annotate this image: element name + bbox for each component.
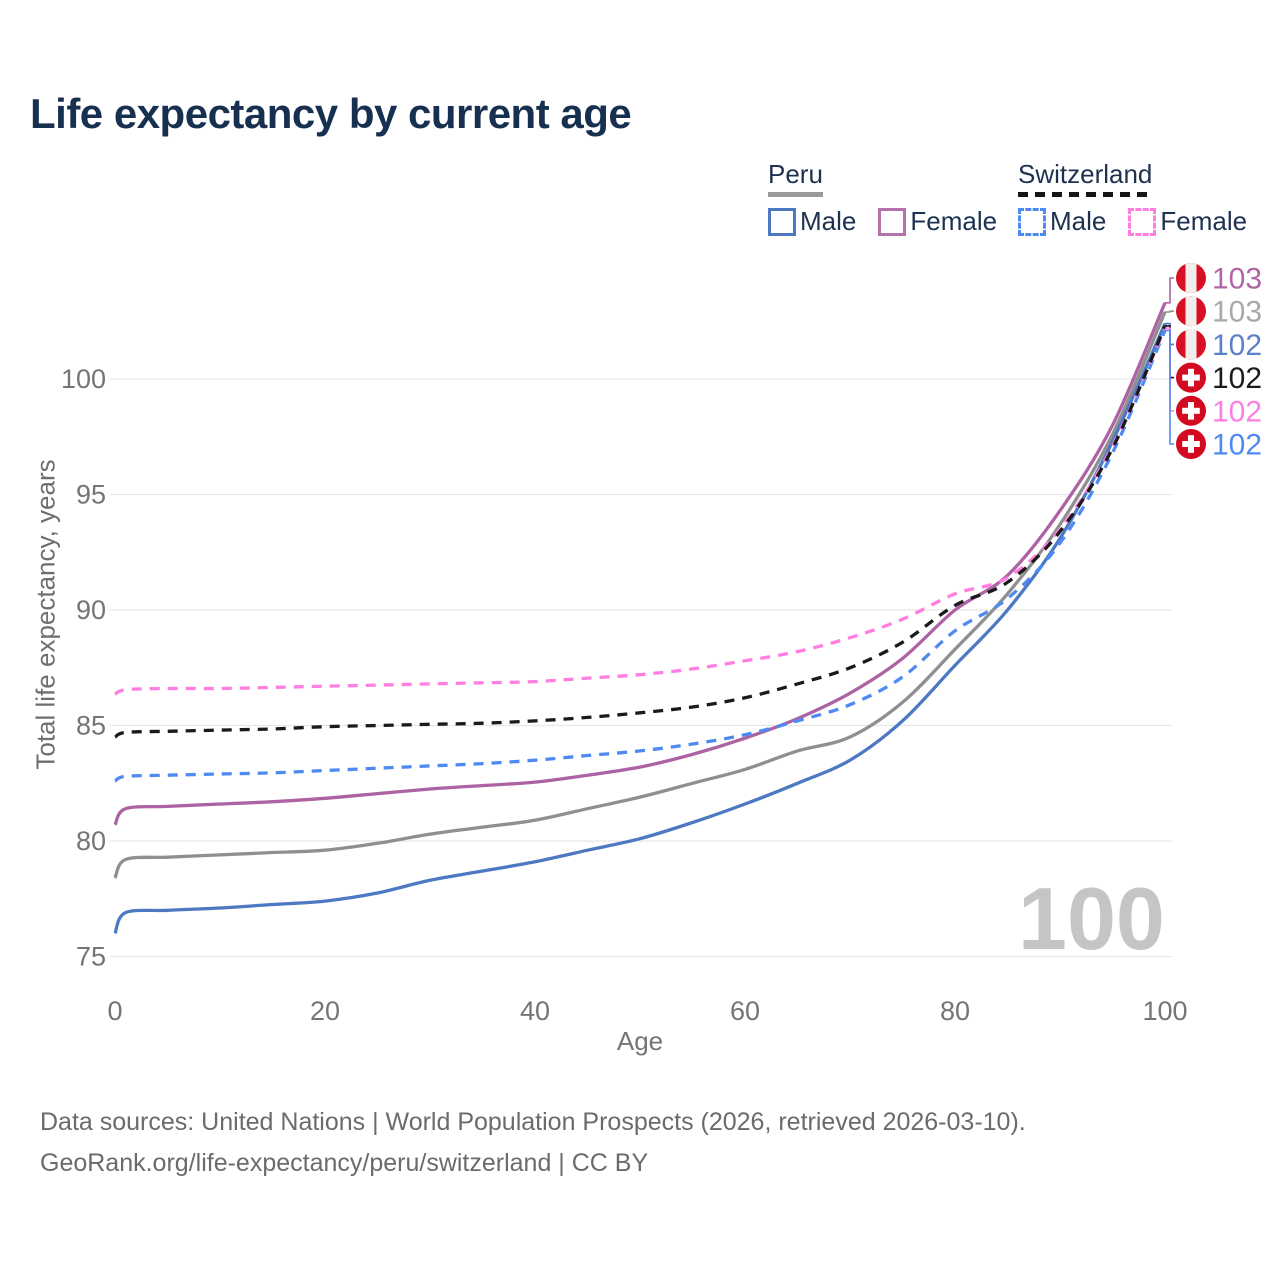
legend-item-switzerland-female[interactable]: Female (1128, 206, 1247, 237)
x-tick-label-100: 100 (1142, 996, 1187, 1026)
peru-flag-stripe (1185, 263, 1197, 293)
swiss-cross-h (1182, 374, 1200, 381)
end-value-label-peru-male: 102 (1212, 329, 1262, 362)
series-line-swiss-male[interactable] (114, 329, 1167, 783)
footer-data-sources: Data sources: United Nations | World Pop… (40, 1108, 1026, 1136)
legend-item-peru-male[interactable]: Male (768, 206, 856, 237)
y-tick-label-95: 95 (76, 480, 106, 510)
y-tick-label-85: 85 (76, 711, 106, 741)
y-tick-label-75: 75 (76, 942, 106, 972)
switzerland-male-swatch-icon (1018, 207, 1046, 236)
y-tick-label-100: 100 (61, 364, 106, 394)
series-line-swiss-all[interactable] (114, 325, 1167, 739)
peru-solid-line-swatch (768, 192, 823, 197)
switzerland-flag-icon (1176, 362, 1206, 393)
legend-group-peru: Peru Male Female (768, 160, 1019, 237)
x-axis-title: Age (616, 1026, 664, 1056)
swiss-cross-h (1182, 407, 1200, 414)
series-line-swiss-female[interactable] (114, 327, 1167, 696)
peru-flag-icon (1176, 296, 1206, 327)
footer-attribution: GeoRank.org/life-expectancy/peru/switzer… (40, 1149, 649, 1177)
end-value-label-swiss-all: 102 (1212, 362, 1262, 395)
series-line-peru-female[interactable] (113, 302, 1167, 826)
legend-label-peru-male: Male (800, 206, 857, 236)
legend-group-switzerland: Switzerland Male Female (1018, 160, 1269, 237)
swiss-cross-h (1182, 441, 1200, 447)
x-tick-label-20: 20 (310, 996, 340, 1026)
peru-male-swatch-icon (768, 207, 796, 236)
series-line-peru-male[interactable] (113, 322, 1167, 935)
legend-label-switzerland-male: Male (1050, 206, 1107, 236)
legend-country-switzerland[interactable]: Switzerland (1018, 159, 1153, 189)
leader-line-swiss-male (1165, 329, 1174, 445)
peru-flag-stripe (1185, 296, 1197, 327)
switzerland-flag-icon (1176, 429, 1206, 459)
peru-flag-icon (1176, 263, 1206, 293)
legend-label-peru-female: Female (910, 206, 998, 236)
leader-line-peru-all (1165, 310, 1174, 313)
end-value-label-swiss-female: 102 (1212, 395, 1262, 428)
age-watermark: 100 (1018, 869, 1165, 968)
peru-flag-icon (1176, 329, 1206, 360)
legend-item-peru-female[interactable]: Female (878, 206, 997, 237)
y-tick-label-80: 80 (76, 826, 106, 856)
switzerland-dashed-line-swatch (1018, 192, 1149, 197)
switzerland-flag-icon (1176, 395, 1206, 426)
page-title: Life expectancy by current age (30, 90, 632, 137)
peru-female-swatch-icon (878, 207, 907, 236)
peru-flag-stripe (1185, 329, 1197, 360)
end-value-label-swiss-male: 102 (1212, 429, 1262, 462)
end-value-label-peru-female: 103 (1212, 263, 1262, 296)
series-line-peru-all[interactable] (113, 311, 1167, 879)
legend-country-peru[interactable]: Peru (768, 159, 823, 189)
x-tick-label-40: 40 (520, 996, 550, 1026)
leader-line-peru-female (1165, 277, 1174, 304)
legend-label-switzerland-female: Female (1160, 206, 1248, 236)
x-tick-label-0: 0 (107, 996, 122, 1026)
legend-item-switzerland-male[interactable]: Male (1018, 206, 1106, 237)
y-tick-label-90: 90 (76, 595, 106, 625)
switzerland-female-swatch-icon (1128, 207, 1157, 236)
x-tick-label-60: 60 (730, 996, 760, 1026)
x-tick-label-80: 80 (940, 996, 970, 1026)
end-value-label-peru-all: 103 (1212, 296, 1262, 329)
